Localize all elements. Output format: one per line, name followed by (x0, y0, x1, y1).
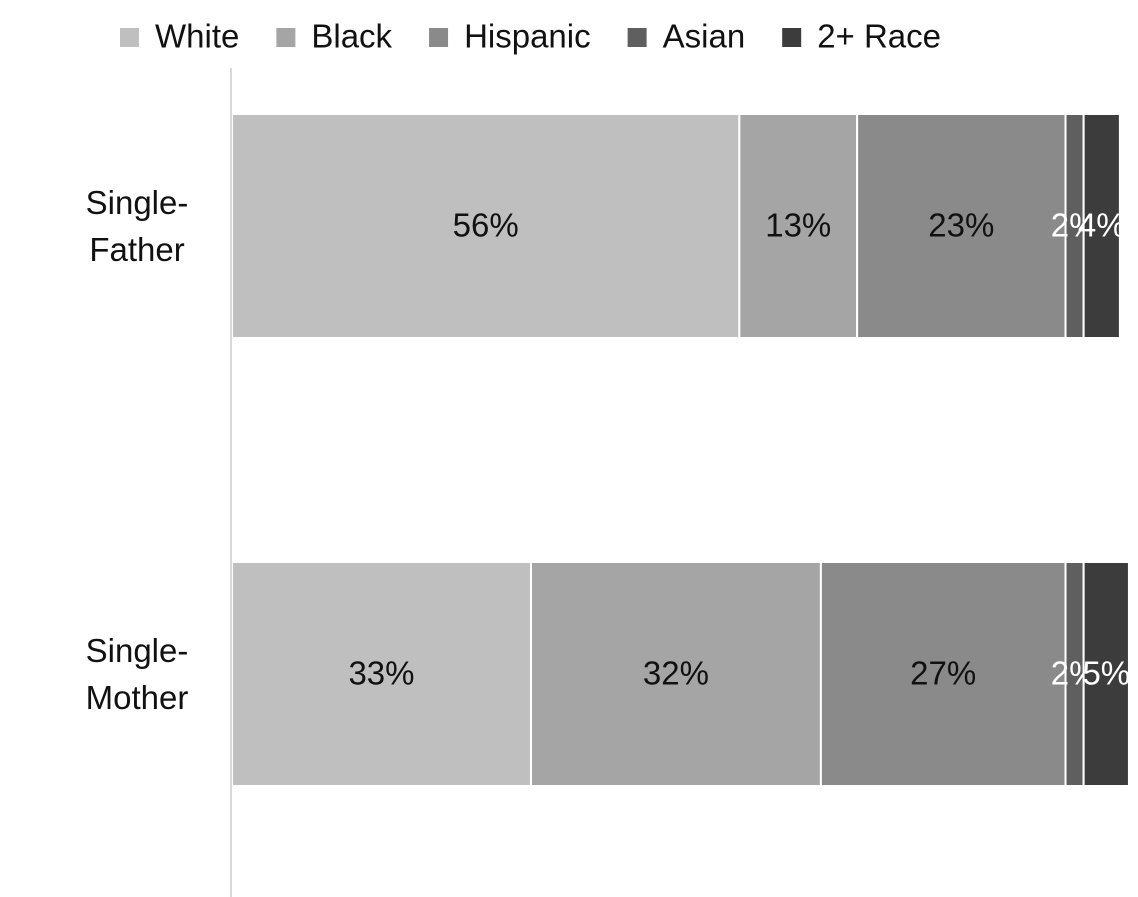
legend-swatch (120, 28, 139, 47)
bar-segment (819, 561, 1067, 787)
legend-swatch (429, 28, 449, 47)
data-label: 56% (453, 207, 519, 244)
legend-label: Asian (663, 18, 746, 55)
legend-label: 2+ Race (817, 18, 941, 55)
data-label: 27% (910, 655, 976, 692)
data-label: 32% (643, 655, 709, 692)
legend-label: Black (311, 18, 392, 55)
bar-segment (856, 113, 1067, 339)
data-label: 23% (928, 207, 994, 244)
bar-segment (1082, 561, 1130, 787)
data-label: 33% (348, 655, 414, 692)
bar-segment (231, 561, 532, 787)
category-label: Single-Father (85, 184, 189, 268)
data-label: 5% (1082, 655, 1130, 692)
category-label: Single-Mother (85, 632, 189, 716)
legend-label: White (155, 18, 239, 55)
bar-segment (529, 561, 822, 787)
data-label: 4% (1078, 207, 1126, 244)
data-label: 13% (765, 207, 831, 244)
bar-segment (738, 113, 859, 339)
bar-segment (1082, 113, 1121, 339)
legend-swatch (782, 28, 802, 47)
legend-swatch (627, 28, 647, 47)
legend-label: Hispanic (464, 18, 591, 55)
bar-segment (231, 113, 741, 339)
legend-swatch (276, 28, 296, 47)
